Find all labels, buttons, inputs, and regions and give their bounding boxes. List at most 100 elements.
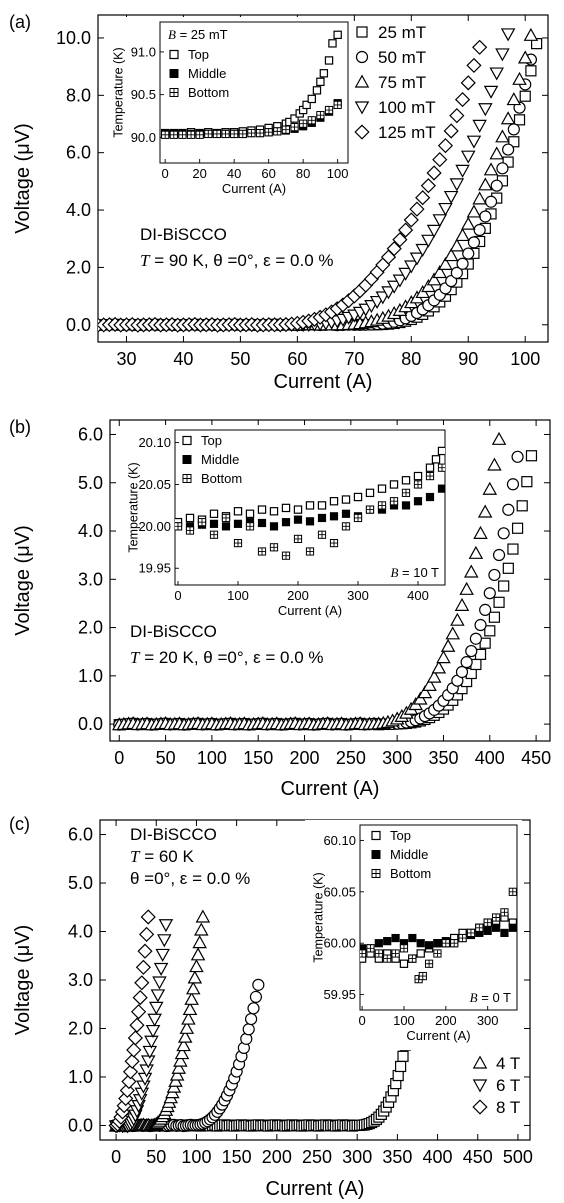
data-point: [483, 162, 499, 176]
data-point: [493, 596, 505, 608]
series-8-T: [108, 909, 156, 1134]
inset-data-layer: [360, 887, 517, 984]
x-tick-label: 0: [114, 748, 124, 768]
data-point: [478, 177, 493, 191]
inset-y-tick-label: 20.10: [138, 435, 171, 450]
inset-data-point: [317, 501, 327, 510]
x-tick-label: 500: [503, 1147, 533, 1167]
data-point: [454, 597, 470, 611]
inset-text: B = 10 T: [390, 565, 439, 580]
data-point: [134, 975, 150, 991]
data-point: [488, 568, 501, 582]
inset-data-point: [483, 926, 492, 935]
data-point: [432, 264, 448, 279]
data-point: [495, 48, 510, 62]
y-tick-label: 2.0: [66, 257, 91, 277]
data-point: [460, 656, 473, 669]
inset-x-tick-label: 80: [296, 166, 310, 181]
data-point: [249, 990, 263, 1003]
data-point: [488, 611, 501, 623]
x-tick-label: 90: [458, 349, 478, 369]
inset-x-tick-label: 60: [261, 166, 275, 181]
data-point: [130, 1004, 147, 1020]
inset-0: 0 20 40 60 80 100 90.0 90.5 91.0 Current (A) Tempe…: [105, 17, 353, 203]
data-point: [487, 457, 502, 471]
marker-cross: [354, 514, 362, 522]
data-point: [519, 90, 531, 102]
inset-data-point: [433, 949, 442, 958]
legend-marker: [472, 1055, 488, 1069]
data-point: [492, 548, 506, 562]
inset-data-point: [209, 519, 219, 528]
inset-y-tick-label: 20.00: [138, 519, 171, 534]
data-point: [513, 114, 526, 126]
inset-x-tick-label: 300: [347, 588, 369, 603]
x-tick-label: 150: [222, 1147, 252, 1167]
data-layer: [98, 27, 543, 333]
inset-data-point: [255, 128, 265, 138]
inset-data-point: [305, 517, 315, 526]
marker-cross: [273, 127, 281, 135]
data-point: [463, 564, 479, 578]
plot-frame: [97, 14, 549, 343]
inset-data-point: [195, 130, 204, 139]
inset-data-point: [377, 484, 387, 493]
inset-legend-marker: [182, 455, 192, 464]
annotation-text: DI-BiSCCO: [130, 825, 217, 844]
data-point: [474, 618, 487, 632]
data-point: [479, 603, 492, 616]
legend-marker: [354, 101, 370, 115]
x-tick-label: 450: [521, 748, 551, 768]
inset-data-point: [483, 918, 492, 927]
data-point: [147, 1013, 162, 1027]
data-point: [142, 1045, 158, 1059]
data-point: [472, 191, 487, 205]
x-tick-label: 200: [290, 748, 320, 768]
marker-cross: [234, 539, 242, 547]
inset-data-point: [425, 471, 435, 481]
x-tick-label: 40: [173, 349, 193, 369]
marker-cross: [475, 924, 483, 932]
data-point: [179, 1020, 195, 1034]
legend-marker: [354, 74, 370, 88]
x-tick-label: 60: [287, 349, 307, 369]
inset-data-point: [233, 539, 243, 548]
data-point: [484, 195, 498, 208]
legend-label: 8 T: [496, 1098, 520, 1117]
data-point: [397, 222, 414, 238]
inset-legend-label: Bottom: [188, 85, 229, 100]
marker-cross: [442, 939, 450, 947]
inset-data-point: [377, 501, 387, 510]
data-point: [194, 922, 209, 936]
inset-data-point: [293, 515, 303, 524]
marker-cross: [210, 531, 218, 539]
legend-marker: [354, 124, 370, 140]
data-point: [460, 150, 476, 164]
marker-cross: [378, 501, 386, 510]
inset-data-point: [491, 913, 501, 922]
data-point: [449, 238, 465, 252]
marker-cross: [265, 128, 273, 136]
inset-y-tick-label: 91.0: [131, 44, 156, 59]
marker-cross: [458, 934, 467, 942]
y-tick-label: 4.0: [78, 521, 103, 541]
data-point: [158, 919, 174, 933]
inset-y-tick-label: 60.05: [323, 884, 356, 899]
inset-data-point: [458, 933, 467, 943]
inset-data-point: [450, 939, 459, 948]
inset-data-point: [341, 509, 351, 518]
inset-1: 0 100 200 300 400 19.95 20.00 20.05 20.10 Current…: [120, 425, 450, 625]
data-point: [184, 991, 199, 1005]
inset-data-point: [333, 100, 342, 109]
inset-legend-label: Middle: [188, 66, 226, 81]
data-point: [140, 909, 156, 925]
inset-x-tick-label: 0: [358, 1013, 365, 1028]
x-tick-label: 80: [401, 349, 421, 369]
data-point: [127, 1030, 143, 1046]
inset-data-point: [424, 959, 434, 968]
inset-y-tick-label: 60.10: [323, 833, 356, 848]
inset-data-point: [413, 480, 423, 489]
data-point: [460, 216, 476, 230]
marker-cross: [246, 522, 254, 530]
inset-data-point: [365, 505, 375, 514]
